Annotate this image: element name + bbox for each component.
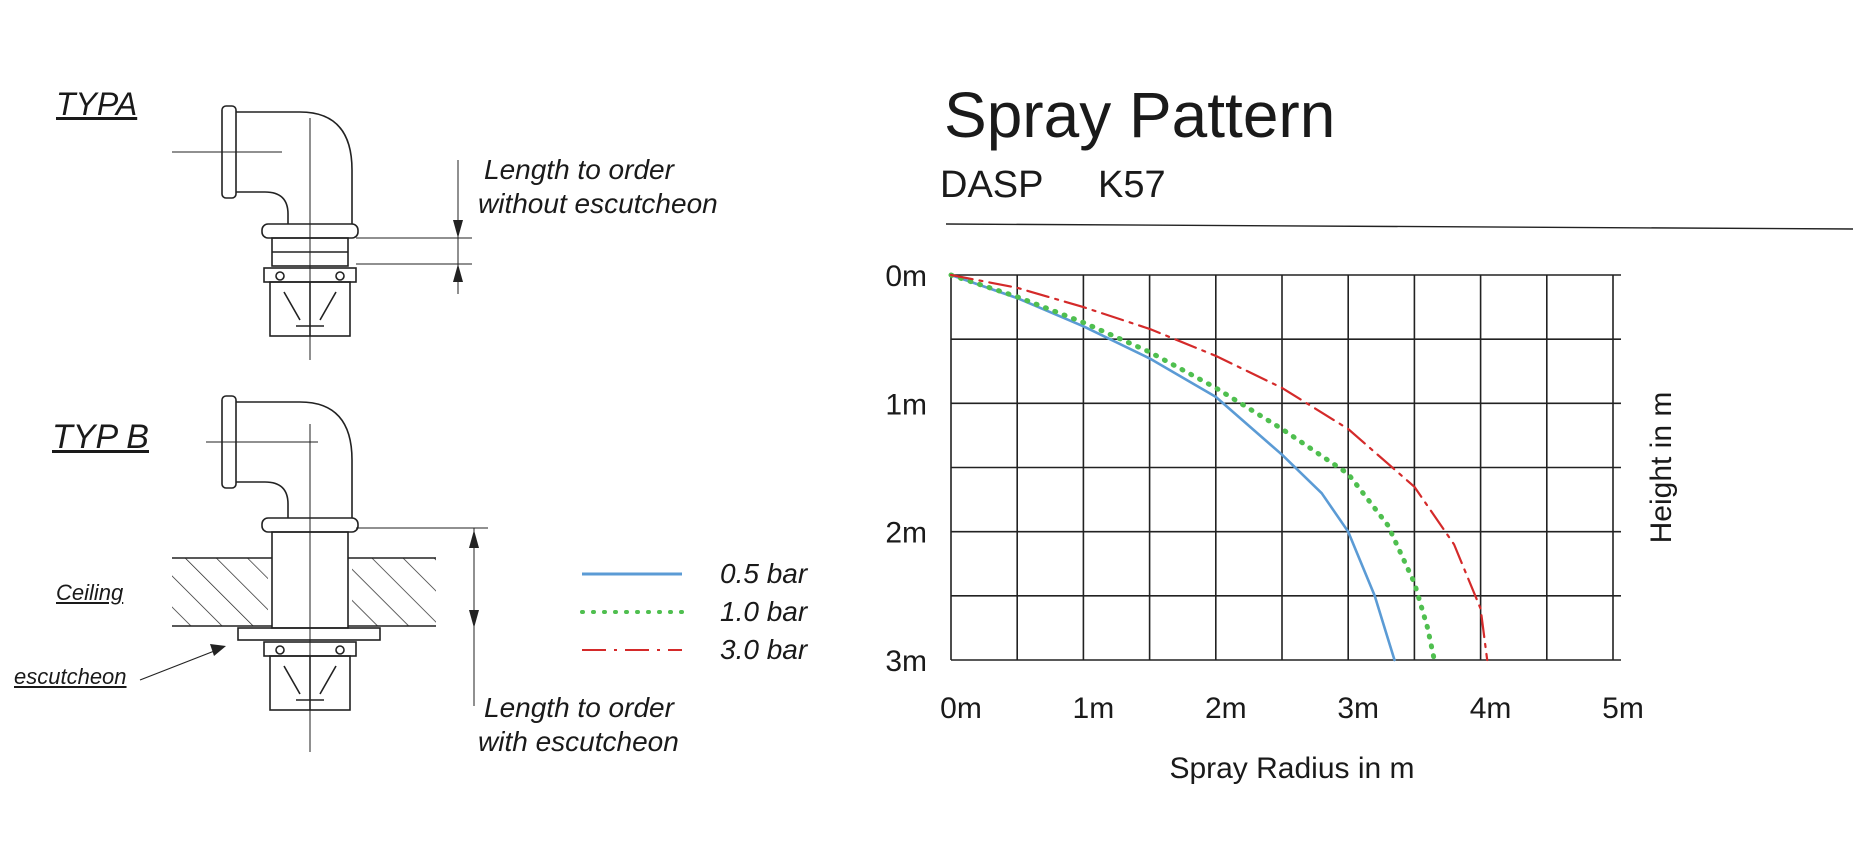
x-tick-label: 1m [1073, 692, 1115, 725]
type-a-drawing [172, 105, 472, 360]
legend-label-1-0-bar: 1.0 bar [720, 596, 808, 627]
arrow-down-marker-b [469, 610, 479, 628]
x-tick-label: 4m [1470, 692, 1512, 725]
type-b-label: TYP B [52, 418, 149, 456]
x-axis-label: Spray Radius in m [1169, 752, 1414, 785]
y-tick-label: 3m [885, 645, 927, 678]
escutcheon-leader-arrow [210, 644, 226, 656]
legend-label-0-5-bar: 0.5 bar [720, 558, 808, 589]
legend-label-3-0-bar: 3.0 bar [720, 634, 808, 665]
arrow-up-marker-b [469, 530, 479, 548]
type-b-drawing [139, 395, 488, 752]
series-line-0-5-bar [949, 273, 1396, 662]
chart-title: Spray Pattern [944, 79, 1336, 151]
ceiling-label: Ceiling [56, 580, 124, 605]
x-tick-label: 0m [940, 692, 982, 725]
escutcheon-label: escutcheon [14, 664, 127, 689]
k-factor: K57 [1098, 164, 1166, 206]
legend-swatches [580, 572, 684, 651]
y-axis-label: Height in m [1645, 392, 1678, 544]
y-tick-label: 1m [885, 388, 927, 421]
arrow-down-marker [453, 220, 463, 238]
length-with-line-2: with escutcheon [478, 726, 679, 757]
y-tick-label: 0m [885, 260, 927, 293]
y-tick-label: 2m [885, 517, 927, 550]
type-a-label: TYPA [56, 86, 138, 122]
length-without-line-2: without escutcheon [478, 188, 718, 219]
x-tick-label: 5m [1602, 692, 1644, 725]
length-with-line-1: Length to order [484, 692, 674, 723]
x-tick-label: 3m [1337, 692, 1379, 725]
model-name: DASP [940, 164, 1044, 206]
series-line-3-0-bar [949, 273, 1489, 662]
length-without-line-1: Length to order [484, 154, 674, 185]
header-rule [945, 223, 1853, 230]
series-line-1-0-bar [948, 272, 1437, 663]
x-tick-label: 2m [1205, 692, 1247, 725]
arrow-up-marker [453, 264, 463, 282]
